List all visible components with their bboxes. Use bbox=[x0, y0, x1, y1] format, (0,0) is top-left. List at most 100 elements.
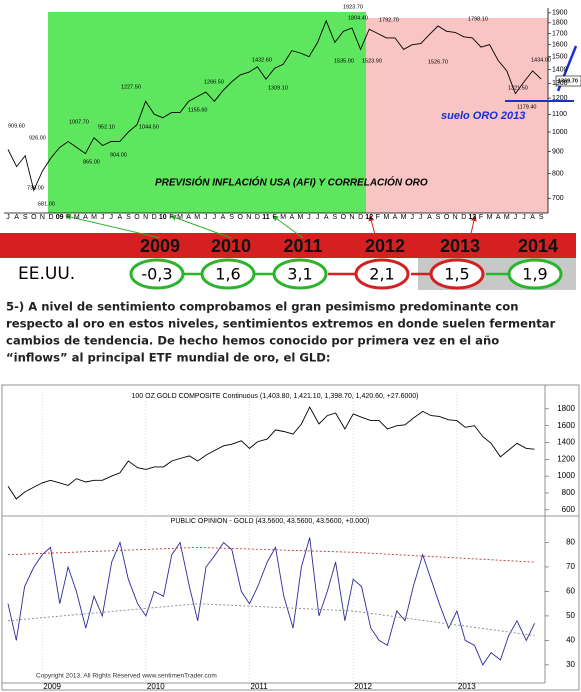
y-tick-label: 40 bbox=[566, 635, 575, 644]
y-tick-label: 80 bbox=[566, 538, 575, 547]
x-tick-label: 2011 bbox=[251, 682, 269, 691]
x-tick-label: M bbox=[401, 214, 407, 221]
paragraph-line: 5-) A nivel de sentimiento comprobamos e… bbox=[6, 300, 518, 314]
green-zone bbox=[48, 12, 366, 213]
x-tick-label: O bbox=[341, 214, 347, 221]
x-tick-label: N bbox=[453, 214, 458, 221]
value-oval bbox=[507, 258, 563, 290]
year-label: 2013 bbox=[440, 236, 480, 256]
x-tick-label: 2010 bbox=[147, 682, 165, 691]
x-tick-label: D bbox=[48, 214, 53, 221]
price-annotation: 909.60 bbox=[8, 123, 25, 129]
y-tick-label: 600 bbox=[562, 505, 576, 514]
x-tick-label: S bbox=[229, 214, 234, 221]
x-tick-label: J bbox=[204, 214, 208, 221]
x-tick-label: S bbox=[332, 214, 337, 221]
x-tick-label: A bbox=[530, 214, 535, 221]
x-tick-label: 2013 bbox=[458, 682, 476, 691]
y-tick-label: 1400 bbox=[557, 438, 575, 447]
price-annotation: 1523.90 bbox=[362, 58, 382, 64]
year-label: 2012 bbox=[365, 236, 405, 256]
x-tick-label: M bbox=[280, 214, 286, 221]
arrow bbox=[272, 215, 304, 239]
year-label: 2011 bbox=[283, 236, 322, 256]
year-label: 2009 bbox=[140, 236, 180, 256]
x-tick-label: A bbox=[393, 214, 398, 221]
x-tick-label: A bbox=[83, 214, 88, 221]
x-tick-label: A bbox=[221, 214, 226, 221]
x-tick-label: M bbox=[177, 214, 183, 221]
y-tick-label: 1100 bbox=[552, 111, 567, 118]
value-oval bbox=[354, 258, 410, 290]
y-tick-label: 60 bbox=[566, 587, 575, 596]
x-tick-label: D bbox=[255, 214, 260, 221]
x-tick-label: 13 bbox=[469, 214, 477, 221]
x-tick-label: J bbox=[522, 214, 526, 221]
x-tick-label: J bbox=[101, 214, 105, 221]
y-tick-label: 1600 bbox=[552, 42, 568, 49]
x-tick-label: O bbox=[134, 214, 140, 221]
x-tick-label: J bbox=[419, 214, 423, 221]
price-annotation: 1155.60 bbox=[188, 107, 207, 113]
x-tick-label: O bbox=[237, 214, 243, 221]
x-tick-label: D bbox=[461, 214, 466, 221]
sentiment-chart-frame bbox=[1, 384, 580, 691]
y-tick-label: 1000 bbox=[552, 129, 568, 136]
x-tick-label: N bbox=[40, 214, 45, 221]
x-tick-label: J bbox=[109, 214, 113, 221]
series-line bbox=[7, 406, 535, 500]
inflation-value: 3,1 bbox=[287, 265, 312, 284]
x-tick-label: M bbox=[74, 214, 80, 221]
price-annotation: 1434.00 bbox=[531, 57, 551, 63]
value-oval bbox=[272, 258, 328, 290]
x-tick-label: 2012 bbox=[354, 682, 372, 691]
x-tick-label: J bbox=[410, 214, 414, 221]
x-tick-label: F bbox=[66, 214, 70, 221]
price-annotation: 1227.50 bbox=[121, 84, 141, 90]
pink-zone bbox=[366, 18, 548, 213]
price-annotation: 1798.10 bbox=[468, 16, 488, 22]
x-tick-label: J bbox=[307, 214, 311, 221]
x-tick-label: A bbox=[14, 214, 19, 221]
x-tick-label: J bbox=[213, 214, 217, 221]
x-tick-label: S bbox=[23, 214, 28, 221]
paragraph-line: respecto al oro en estos niveles, sentim… bbox=[6, 317, 556, 331]
inflation-value: 1,5 bbox=[444, 265, 469, 284]
price-annotation: 1535.00 bbox=[334, 58, 354, 64]
arrow bbox=[170, 214, 232, 239]
x-tick-label: M bbox=[91, 214, 97, 221]
x-tick-label: S bbox=[539, 214, 544, 221]
sentiment-panel-title: PUBLIC OPINION - GOLD (43.5600, 43.5600,… bbox=[171, 518, 370, 525]
y-tick-label: 1500 bbox=[552, 54, 568, 61]
y-tick-label: 1600 bbox=[557, 421, 575, 430]
top-chart-title: PREVISIÓN INFLACIÓN USA (AFI) Y CORRELAC… bbox=[155, 176, 428, 189]
x-tick-label: J bbox=[316, 214, 320, 221]
price-annotation: 865.00 bbox=[83, 159, 100, 165]
inflation-value: -0,3 bbox=[141, 265, 172, 284]
price-annotation: 952.10 bbox=[98, 124, 115, 130]
x-tick-label: M bbox=[504, 214, 510, 221]
value-oval bbox=[429, 258, 485, 290]
arrow bbox=[368, 215, 377, 239]
x-tick-label: A bbox=[427, 214, 432, 221]
y-tick-label: 1300 bbox=[552, 80, 568, 87]
year-label: 2010 bbox=[211, 236, 251, 256]
last-price-box bbox=[555, 75, 581, 87]
series-line bbox=[7, 19, 542, 192]
x-tick-label: 12 bbox=[365, 214, 373, 221]
price-annotation: 1792.70 bbox=[379, 17, 399, 23]
x-tick-label: A bbox=[117, 214, 122, 221]
y-tick-label: 800 bbox=[562, 488, 576, 497]
year-band bbox=[0, 233, 576, 258]
y-tick-label: 70 bbox=[566, 562, 575, 571]
price-annotation: 1309.10 bbox=[268, 85, 288, 91]
y-tick-label: 1800 bbox=[557, 404, 575, 413]
price-annotation: 1044.50 bbox=[139, 124, 159, 130]
x-tick-label: O bbox=[31, 214, 37, 221]
x-tick-label: M bbox=[487, 214, 493, 221]
year-label: 2014 bbox=[518, 236, 558, 256]
y-tick-label: 1900 bbox=[552, 10, 568, 17]
x-tick-label: A bbox=[324, 214, 329, 221]
series-line bbox=[7, 546, 535, 563]
